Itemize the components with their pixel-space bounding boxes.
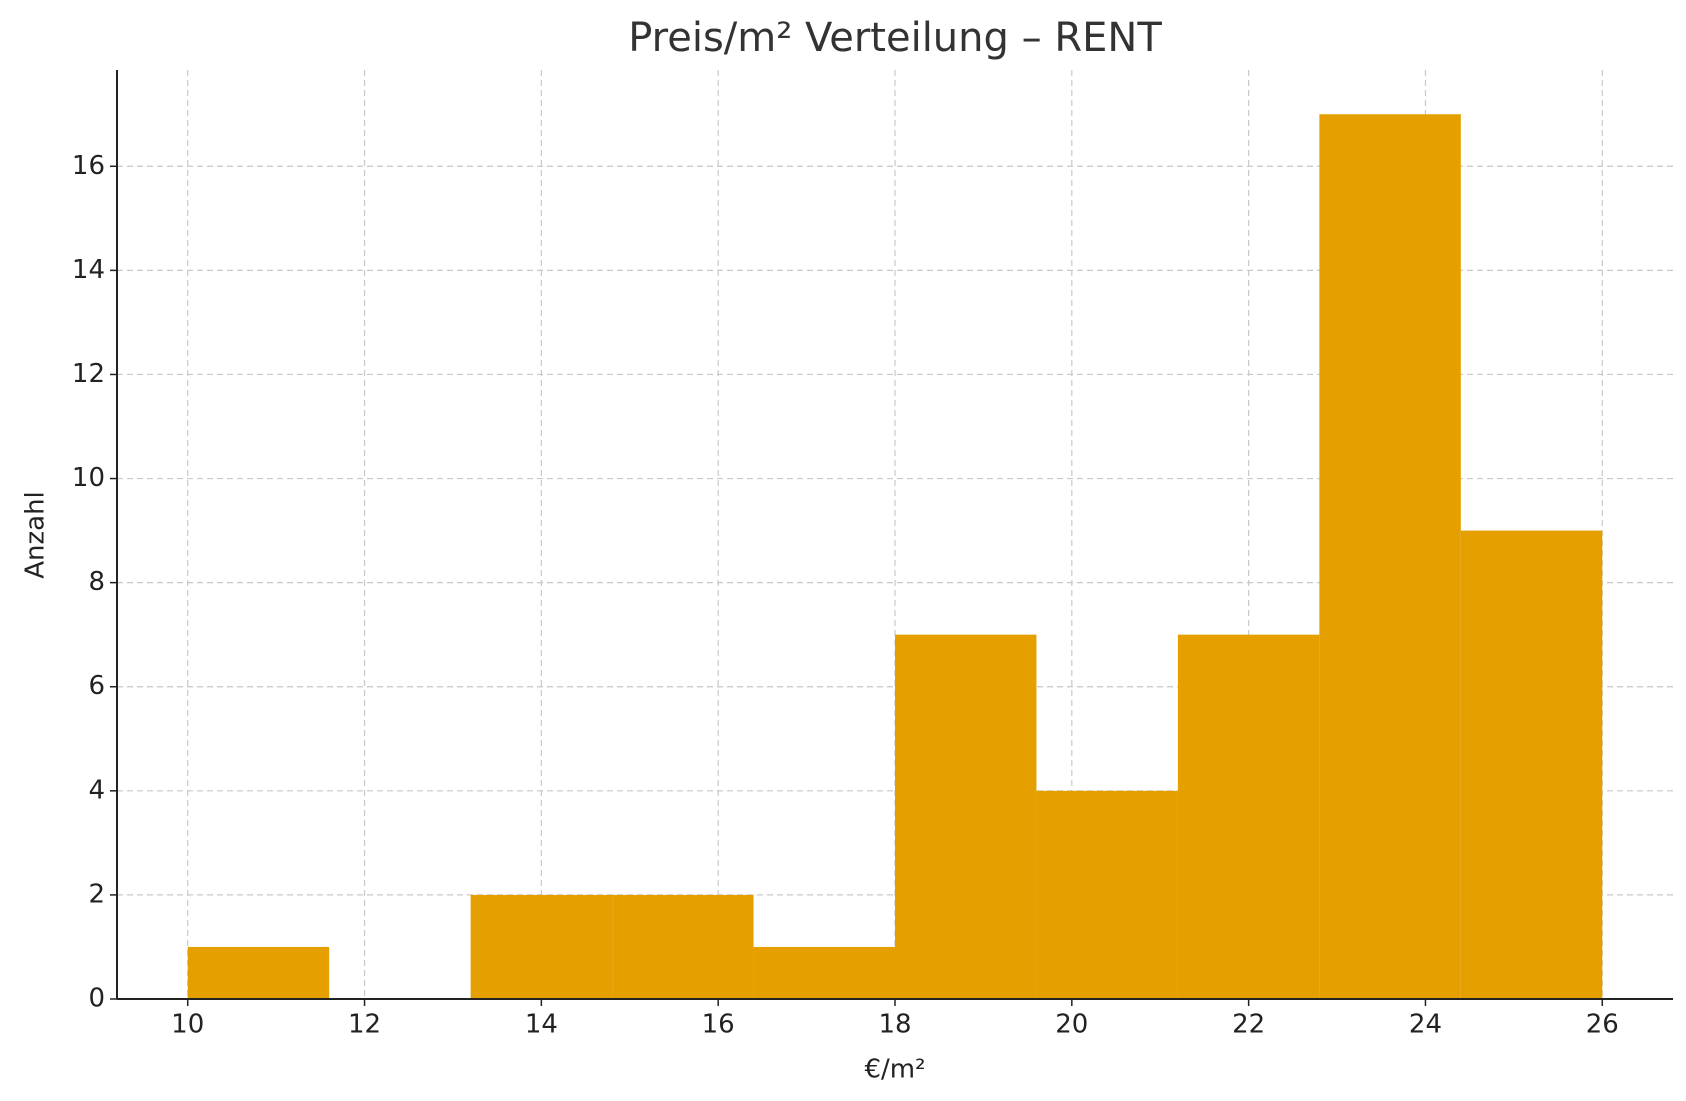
y-axis-label: Anzahl xyxy=(21,491,51,579)
bar xyxy=(187,946,330,999)
y-tick-label: 14 xyxy=(72,255,105,285)
x-tick-label: 14 xyxy=(525,1010,558,1040)
x-tick-label: 22 xyxy=(1232,1010,1265,1040)
bar xyxy=(470,894,613,999)
x-tick-label: 20 xyxy=(1055,1010,1088,1040)
bar xyxy=(612,894,754,999)
x-tick-label: 18 xyxy=(878,1010,911,1040)
bar xyxy=(1177,634,1320,999)
y-tick-label: 8 xyxy=(88,567,105,597)
y-tick-label: 10 xyxy=(72,463,105,493)
bar xyxy=(1036,790,1178,999)
chart-title: Preis/m² Verteilung – RENT xyxy=(628,15,1162,61)
y-tick-label: 6 xyxy=(88,671,105,701)
x-tick-label: 26 xyxy=(1586,1010,1619,1040)
y-tick-label: 12 xyxy=(72,359,105,389)
x-tick-label: 12 xyxy=(348,1010,381,1040)
x-axis-label: €/m² xyxy=(864,1055,925,1085)
x-tick-label: 16 xyxy=(702,1010,735,1040)
bar xyxy=(895,634,1037,999)
y-tick-label: 2 xyxy=(88,879,105,909)
bar xyxy=(1460,530,1603,999)
bar xyxy=(753,946,895,999)
bar xyxy=(1319,114,1461,999)
x-tick-label: 10 xyxy=(171,1010,204,1040)
y-tick-label: 0 xyxy=(88,984,105,1014)
y-tick-label: 16 xyxy=(72,151,105,181)
y-tick-label: 4 xyxy=(88,775,105,805)
x-tick-label: 24 xyxy=(1409,1010,1442,1040)
